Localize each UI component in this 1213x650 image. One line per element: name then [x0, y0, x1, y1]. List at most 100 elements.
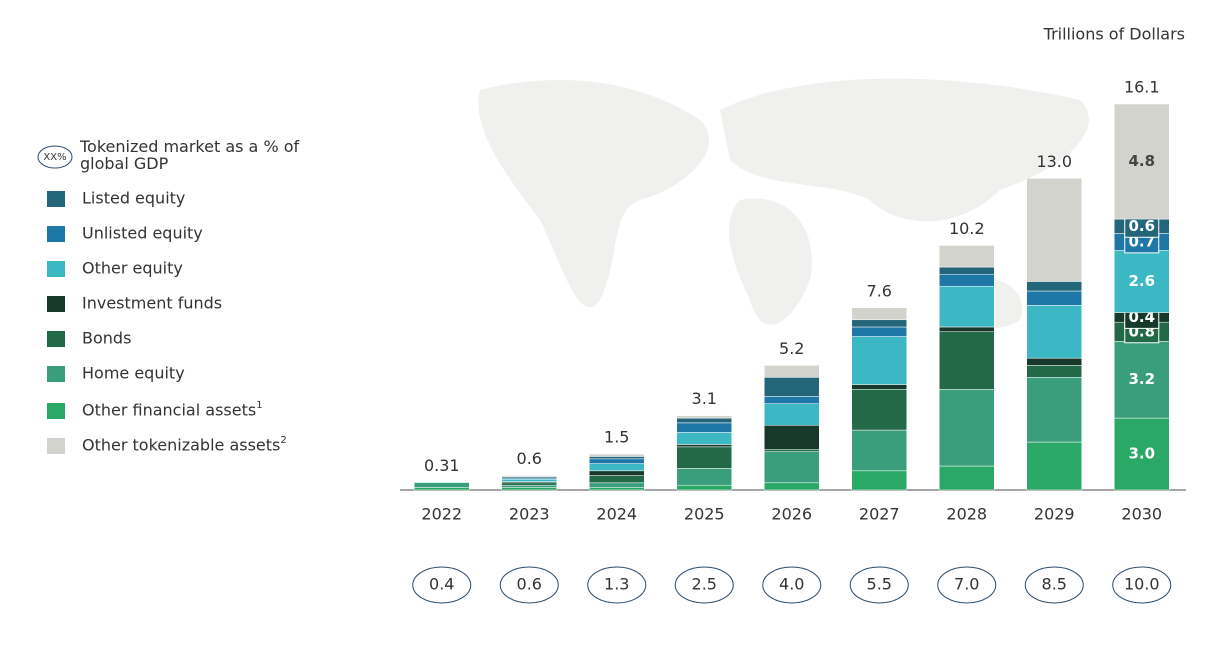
- bar-segment: [939, 389, 995, 467]
- segment-label: 4.8: [1128, 152, 1155, 170]
- total-label: 16.1: [1124, 78, 1160, 97]
- x-tick-label: 2023: [509, 505, 550, 524]
- bar-segment: [851, 470, 907, 491]
- gdp-ellipse: [1024, 566, 1084, 604]
- total-label: 3.1: [692, 389, 717, 408]
- world-map: [478, 78, 1089, 328]
- gdp-label: 5.5: [867, 575, 892, 594]
- bar-segment: [1026, 365, 1082, 378]
- x-tick-label: 2022: [421, 505, 462, 524]
- gdp-label: 0.6: [517, 575, 542, 594]
- legend-label: Other financial assets1: [82, 400, 263, 420]
- bar-segment: [939, 465, 995, 491]
- total-label: 10.2: [949, 219, 985, 238]
- bar-segment: [764, 482, 820, 491]
- total-label: 1.5: [604, 428, 629, 447]
- gdp-legend: Tokenized market as a % of global GDP: [80, 138, 300, 173]
- gdp-ellipse: [762, 566, 822, 604]
- bar-segment: [851, 336, 907, 385]
- legend-swatch: [47, 403, 65, 419]
- segment-label: 3.0: [1128, 445, 1155, 463]
- legend-label: Listed equity: [82, 189, 185, 208]
- gdp-label: 8.5: [1042, 575, 1067, 594]
- gdp-ellipse: [849, 566, 909, 604]
- bar-segment: [764, 448, 820, 452]
- bar-segment: [939, 245, 995, 268]
- bar-segment: [764, 396, 820, 404]
- gdp-legend-box: Tokenized market as a % of global GDP: [80, 138, 300, 173]
- bar-segment: [851, 384, 907, 390]
- x-tick-label: 2027: [859, 505, 900, 524]
- segment-label: 2.6: [1128, 272, 1155, 290]
- bar-segment: [851, 307, 907, 321]
- segment-label: 3.2: [1128, 370, 1155, 388]
- bar-segment: [414, 482, 470, 488]
- bar-segment: [676, 484, 732, 491]
- bar-segment: [676, 468, 732, 486]
- gdp-ellipse: [499, 566, 559, 604]
- bar-segment: [1026, 305, 1082, 359]
- gdp-label: 1.3: [604, 575, 629, 594]
- bar-segment: [1114, 103, 1170, 220]
- bar-segment: [1026, 290, 1082, 306]
- bar-segment: [764, 377, 820, 397]
- bar-segment: [676, 415, 732, 419]
- x-tick-label: 2024: [596, 505, 637, 524]
- gdp-label: 4.0: [779, 575, 804, 594]
- gdp-label: 2.5: [692, 575, 717, 594]
- legend-label: Investment funds: [82, 294, 222, 313]
- bar-segment: [851, 389, 907, 431]
- bar-segment: [676, 446, 732, 469]
- bar-segment: [764, 403, 820, 426]
- bar-segment: [939, 273, 995, 287]
- gdp-ellipse: [587, 566, 647, 604]
- gdp-ellipse: [937, 566, 997, 604]
- gdp-label: 7.0: [954, 575, 979, 594]
- gdp-ellipse: [674, 566, 734, 604]
- bar-segment: [589, 470, 645, 476]
- legend-label: Other tokenizable assets2: [82, 435, 287, 455]
- segment-label: 0.6: [1128, 217, 1155, 235]
- bar-segment: [589, 475, 645, 484]
- bar-segment: [1026, 178, 1082, 282]
- bar-segment: [676, 417, 732, 424]
- legend-label: Unlisted equity: [82, 224, 203, 243]
- bar-segment: [676, 444, 732, 448]
- bar-segment: [1114, 249, 1170, 313]
- legend-swatch: [47, 226, 65, 242]
- bar-segment: [589, 456, 645, 460]
- legend-swatch: [47, 296, 65, 312]
- bar-segment: [501, 484, 557, 488]
- x-tick-label: 2028: [946, 505, 987, 524]
- bar-segment: [764, 365, 820, 378]
- bar-segment: [501, 475, 557, 478]
- gdp-legend-icon: XX%: [43, 152, 66, 163]
- gdp-label: 10.0: [1124, 575, 1160, 594]
- bar-segment: [851, 429, 907, 472]
- bar-segment: [939, 326, 995, 333]
- legend-footnote: 1: [256, 400, 262, 411]
- bar-segment: [1026, 441, 1082, 491]
- total-label: 13.0: [1036, 152, 1072, 171]
- legend-footnote: 2: [280, 435, 286, 446]
- legend-swatch: [47, 331, 65, 347]
- bar-segment: [764, 425, 820, 450]
- gdp-ellipse: [1112, 566, 1172, 604]
- unit-label: Trillions of Dollars: [1043, 25, 1185, 44]
- bar-segment: [501, 478, 557, 482]
- bar-segment: [676, 422, 732, 433]
- x-tick-label: 2029: [1034, 505, 1075, 524]
- bar-segment: [589, 453, 645, 457]
- total-label: 0.31: [424, 456, 460, 475]
- total-label: 5.2: [779, 339, 804, 358]
- bar-segment: [589, 482, 645, 488]
- total-label: 0.6: [517, 449, 542, 468]
- total-label: 7.6: [867, 281, 892, 300]
- bar-segment: [939, 266, 995, 275]
- x-tick-label: 2025: [684, 505, 725, 524]
- bar-segment: [589, 463, 645, 472]
- bar-segment: [764, 451, 820, 484]
- x-tick-label: 2026: [771, 505, 812, 524]
